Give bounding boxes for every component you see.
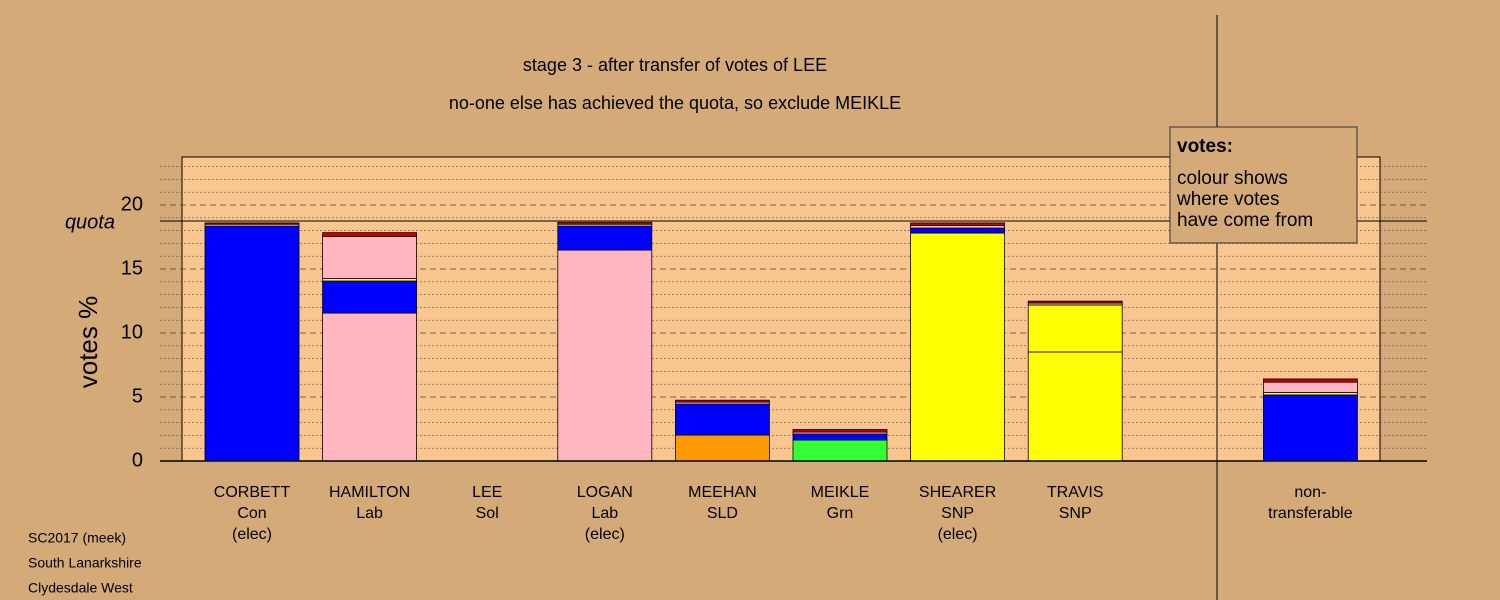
bars [204, 221, 1358, 462]
legend-text: have come from [1177, 210, 1313, 231]
bar-segment [557, 225, 653, 251]
x-tick-label: SHEARER [919, 484, 996, 501]
legend-text: where votes [1176, 189, 1279, 210]
y-tick-label: 10 [121, 321, 143, 343]
x-tick-label: Grn [827, 505, 854, 522]
bar-segment [792, 429, 888, 433]
x-tick-label: LOGAN [577, 484, 633, 501]
legend-box [1169, 126, 1358, 244]
x-tick-label: Con [237, 505, 266, 522]
bar-segment [557, 221, 653, 225]
x-tick-label: Sol [476, 505, 499, 522]
foreground: 0 5 10 15 20 quota CORBETT Con (elec) HAMILTON Lab… [28, 126, 1427, 596]
x-tick-label: non- [1294, 484, 1326, 501]
x-tick-label: SNP [1059, 505, 1092, 522]
x-tick-label: (elec) [585, 526, 625, 543]
bar-segment [557, 249, 653, 462]
bar-segment [1263, 378, 1358, 383]
bar-segment [322, 312, 418, 462]
x-tick-label: HAMILTON [329, 484, 410, 501]
x-tick-label: Lab [356, 505, 383, 522]
quota-label: quota [65, 211, 115, 233]
bar-segment [204, 222, 300, 225]
bar-segment [675, 399, 770, 403]
bar-segment [910, 232, 1005, 462]
x-tick-label: (elec) [232, 526, 272, 543]
bar-segment [322, 236, 418, 279]
x-tick-label: (elec) [938, 526, 978, 543]
bar-segment [910, 222, 1005, 226]
footnote: SC2017 (meek) [28, 530, 126, 546]
y-tick-label: 5 [132, 385, 143, 407]
chart-title: stage 3 - after transfer of votes of LEE [523, 55, 827, 75]
bar-segment [1027, 304, 1123, 353]
x-tick-label: CORBETT [214, 484, 291, 501]
legend-text: colour shows [1177, 168, 1288, 189]
y-tick-label: 20 [121, 193, 143, 215]
bar-segment [1263, 381, 1358, 393]
legend-title: votes: [1177, 136, 1233, 157]
bar-segment [322, 280, 418, 314]
bar-segment [204, 225, 300, 462]
bar-segment [1027, 300, 1123, 304]
x-tick-label: transferable [1268, 505, 1353, 522]
footnote: South Lanarkshire [28, 555, 142, 571]
bar-segment [1263, 394, 1358, 462]
bar-segment [792, 439, 888, 462]
x-tick-label: SLD [707, 505, 738, 522]
x-tick-label: Lab [591, 505, 618, 522]
y-tick-label: 15 [121, 257, 143, 279]
bar-segment [792, 433, 888, 441]
bar-segment [1027, 351, 1123, 462]
bar-segment [675, 403, 770, 436]
y-axis-label: votes % [73, 296, 103, 389]
x-tick-label: MEEHAN [688, 484, 756, 501]
x-tick-label: TRAVIS [1047, 484, 1104, 501]
bar-segment [322, 232, 418, 237]
chart-subtitle: no-one else has achieved the quota, so e… [449, 93, 901, 113]
x-tick-label: LEE [472, 484, 502, 501]
x-tick-label: SNP [941, 505, 974, 522]
x-tick-label: MEIKLE [811, 484, 870, 501]
y-tick-label: 0 [132, 449, 143, 471]
footnote: Clydesdale West [28, 580, 133, 596]
bar-segment [910, 227, 1005, 234]
bar-segment [675, 434, 770, 462]
